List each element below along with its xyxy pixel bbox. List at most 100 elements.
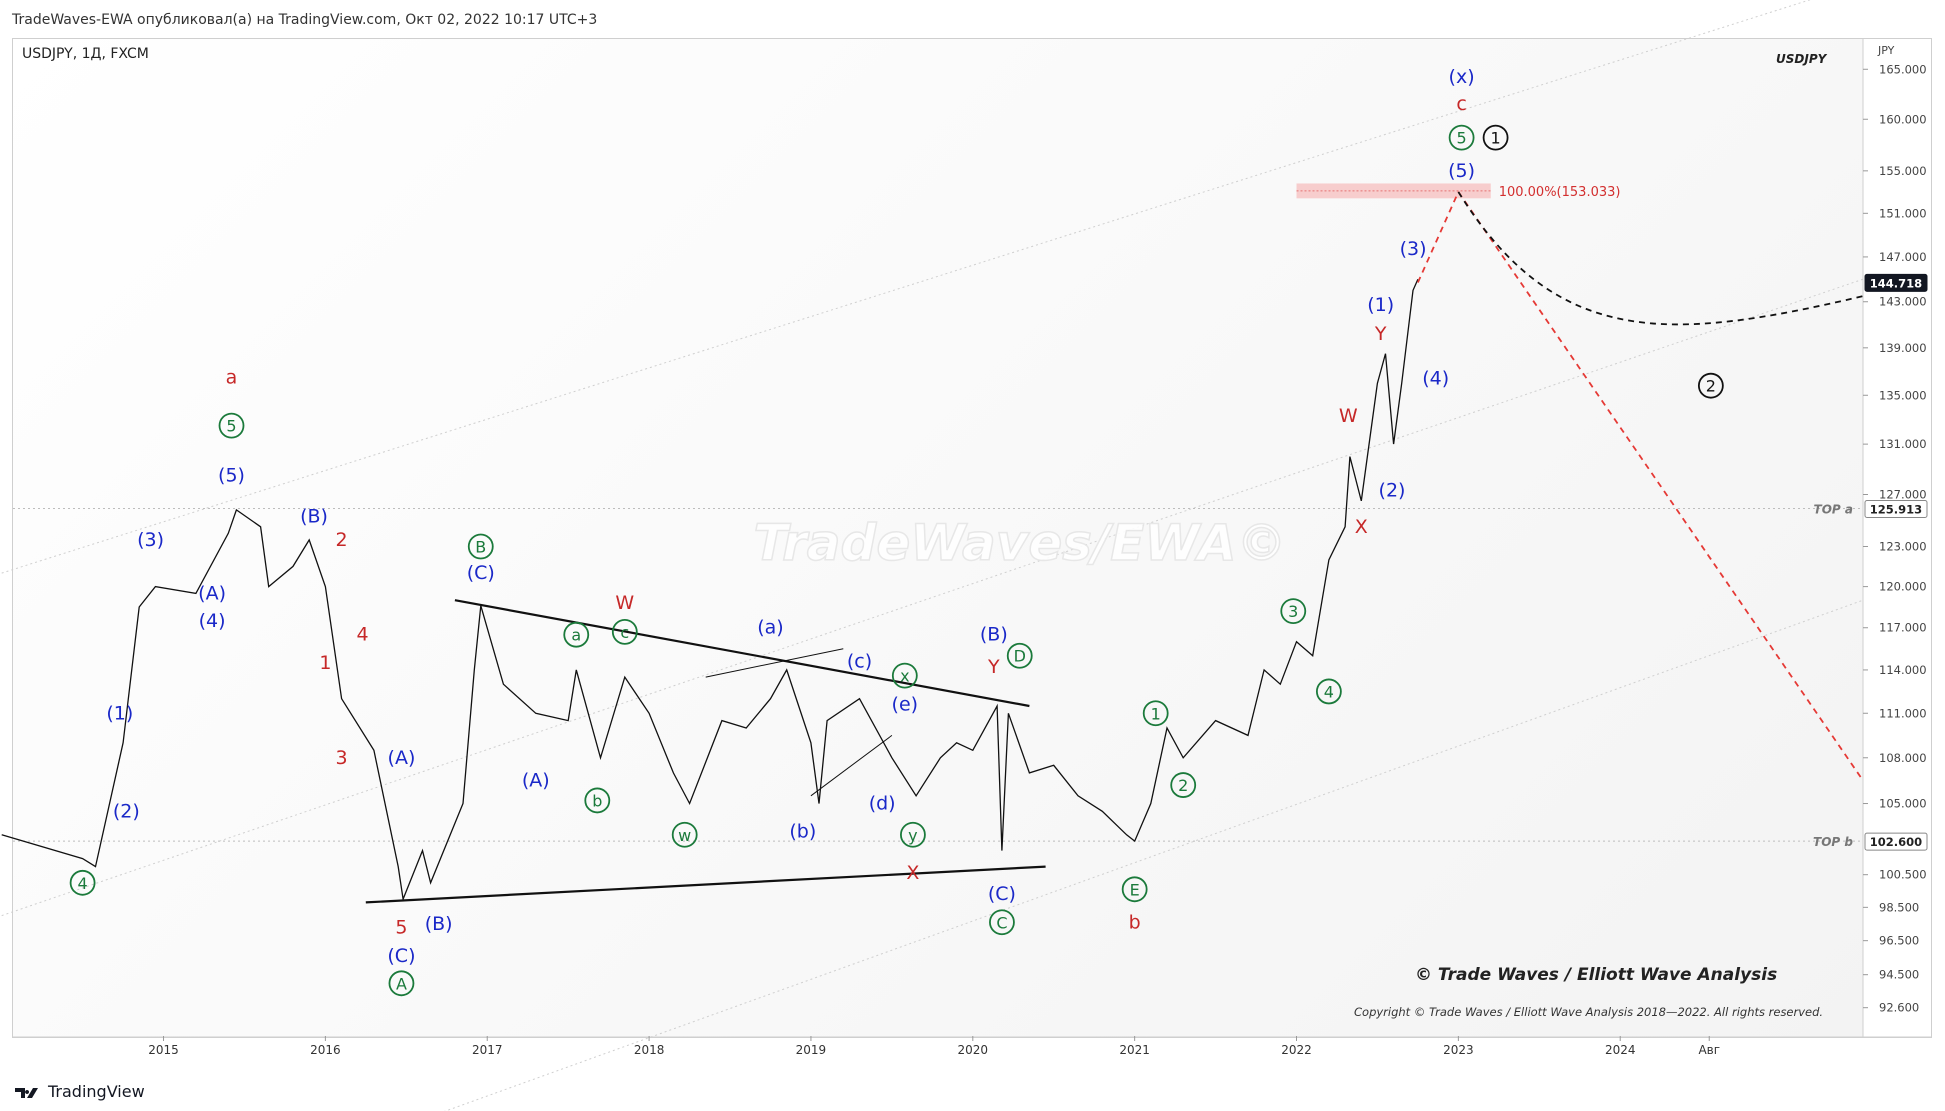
wave-label: 1 — [319, 652, 331, 674]
wave-label: W — [615, 592, 634, 614]
wave-label: (C) — [988, 883, 1016, 905]
wave-label: (2) — [113, 800, 140, 822]
wave-label: (d) — [869, 793, 896, 815]
wave-label: (C) — [467, 562, 495, 584]
wave-label: (b) — [789, 821, 816, 843]
wave-label-circle — [1482, 124, 1509, 151]
y-tick-label: 135.000 — [1879, 388, 1927, 402]
level-label: TOP a — [1814, 502, 1853, 516]
wave-label: 2 — [1178, 776, 1188, 795]
y-tick-label: 105.000 — [1879, 797, 1927, 811]
trendline — [705, 648, 844, 678]
time-axis: 2015 2016 2017 2018 2019 2020 2021 2022 2023 2024… — [148, 1036, 1720, 1057]
wave-label: (5) — [1448, 160, 1475, 182]
trendline — [365, 865, 1046, 904]
wave-label: E — [1130, 880, 1140, 899]
publish-caption: TradeWaves-EWA опубликовал(а) на Trading… — [12, 12, 598, 28]
wave-label: 3 — [336, 747, 348, 769]
x-tick-label: 2020 — [958, 1043, 989, 1057]
y-tick-label: 131.000 — [1879, 437, 1927, 451]
wave-label: b — [592, 791, 602, 810]
wave-label: X — [906, 862, 919, 884]
wave-label-circle — [1280, 598, 1307, 625]
y-tick-label: 108.000 — [1879, 751, 1927, 765]
tradingview-logo-icon[interactable] — [14, 1082, 40, 1101]
axis-unit: JPY — [1877, 44, 1895, 57]
wave-label-circle — [900, 821, 926, 848]
wave-label: (B) — [300, 505, 328, 527]
wave-label: 5 — [395, 916, 407, 938]
footer-brand[interactable]: TradingView — [48, 1082, 145, 1101]
price-series-line — [1, 278, 1419, 902]
wave-label: (1) — [106, 702, 133, 724]
y-tick-label: 100.500 — [1879, 868, 1927, 882]
x-tick-label: 2023 — [1443, 1043, 1474, 1057]
price-badge — [1864, 499, 1928, 518]
wave-label: 4 — [78, 874, 88, 893]
level-lines: TOP a TOP b — [13, 502, 1863, 849]
wave-label: (A) — [388, 747, 416, 769]
wave-label: (1) — [1367, 294, 1394, 316]
y-tick-label: 165.000 — [1879, 62, 1927, 76]
price-badge-label: 144.718 — [1870, 276, 1922, 290]
level-label: TOP b — [1813, 835, 1853, 849]
symbol-label[interactable]: USDJPY, 1Д, FXCM — [22, 46, 149, 62]
wave-label: 3 — [1288, 602, 1298, 621]
price-badge-label: 102.600 — [1870, 835, 1922, 849]
wave-label-circle — [891, 662, 918, 689]
wave-label: Y — [1374, 323, 1387, 345]
wave-label: Y — [987, 656, 1000, 678]
wave-label: 4 — [357, 624, 369, 646]
wave-label: a — [226, 366, 238, 388]
wave-label: w — [678, 826, 691, 845]
channel-line — [444, 599, 1864, 1111]
price-axis: 92.600 94.500 96.500 98.500 100.500 105.000 10… — [1863, 62, 1928, 1015]
wave-label: (B) — [980, 624, 1008, 646]
x-tick-label: 2022 — [1281, 1043, 1312, 1057]
wave-label: (2) — [1379, 480, 1406, 502]
wave-label: X — [1355, 516, 1368, 538]
y-tick-label: 120.000 — [1879, 580, 1927, 594]
x-tick-label: Авг — [1698, 1043, 1720, 1057]
wave-label: A — [396, 974, 407, 993]
x-tick-label: 2017 — [472, 1043, 503, 1057]
x-tick-label: 2024 — [1605, 1043, 1636, 1057]
x-tick-label: 2021 — [1119, 1043, 1150, 1057]
trendline — [454, 599, 1030, 708]
x-tick-label: 2015 — [148, 1043, 179, 1057]
y-tick-label: 160.000 — [1879, 112, 1927, 126]
wave-label: c — [620, 623, 629, 642]
y-tick-label: 94.500 — [1879, 968, 1919, 982]
wave-label: (5) — [218, 464, 245, 486]
wave-label: 2 — [336, 529, 348, 551]
channel-line — [1, 0, 1812, 574]
wave-label: (e) — [892, 693, 919, 715]
wave-label: 4 — [1324, 682, 1334, 701]
price-badge-label: 125.913 — [1870, 502, 1922, 516]
y-tick-label: 151.000 — [1879, 206, 1927, 220]
plot-background — [13, 39, 1863, 1037]
wave-label: C — [996, 913, 1007, 932]
y-tick-label: 117.000 — [1879, 621, 1927, 635]
wave-label-circle — [388, 970, 415, 997]
wave-label-circle — [1315, 678, 1342, 705]
wave-label-circle — [989, 909, 1015, 936]
projection-down — [1457, 191, 1864, 782]
wave-label: 1 — [1151, 704, 1161, 723]
wave-label: a — [571, 626, 581, 645]
wave-label: (x) — [1449, 66, 1475, 88]
trendlines — [365, 599, 1046, 904]
copyright-small: Copyright © Trade Waves / Elliott Wave A… — [1354, 1005, 1823, 1019]
wave-label-circle — [1170, 772, 1197, 798]
price-badge — [1864, 832, 1928, 851]
wave-label-circle — [1448, 124, 1475, 151]
wave-label: 2 — [1706, 377, 1716, 396]
wave-label: B — [475, 537, 486, 556]
target-zone-label: 100.00%(153.033) — [1499, 185, 1621, 200]
projection-up — [1417, 191, 1460, 283]
wave-label: (A) — [522, 769, 550, 791]
copyright-main: © Trade Waves / Elliott Wave Analysis — [1415, 965, 1777, 985]
wave-label: (A) — [198, 582, 226, 604]
x-tick-label: 2018 — [634, 1043, 665, 1057]
